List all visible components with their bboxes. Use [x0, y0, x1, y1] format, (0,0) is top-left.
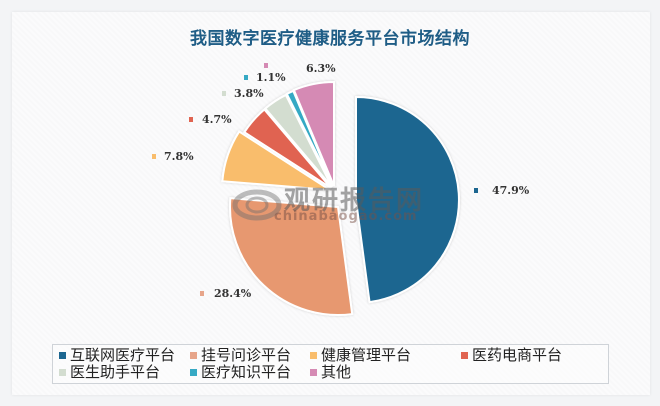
label-value: 6.3% — [306, 62, 336, 75]
legend-item-medical-knowledge[interactable]: 医疗知识平台 — [190, 364, 291, 381]
legend-label: 医疗知识平台 — [201, 363, 292, 381]
legend-swatch-icon — [461, 352, 468, 359]
legend-item-internet-medical[interactable]: 互联网医疗平台 — [59, 347, 175, 364]
slice-internet-medical — [355, 95, 460, 304]
legend-swatch-icon — [190, 369, 197, 376]
label-swatch-icon — [222, 91, 226, 96]
data-label-medical-knowledge: 1.1% — [244, 71, 286, 84]
label-value: 1.1% — [256, 71, 286, 84]
legend-swatch-icon — [310, 352, 317, 359]
data-label-pharma-ecommerce: 4.7% — [189, 113, 232, 126]
label-swatch-icon — [474, 188, 478, 193]
label-value: 4.7% — [202, 113, 232, 126]
chart-legend: 互联网医疗平台 挂号问诊平台 健康管理平台 医药电商平台 医生助手平台 医疗知识… — [52, 344, 609, 384]
data-label-doctor-assistant: 3.8% — [222, 87, 264, 100]
legend-swatch-icon — [310, 369, 317, 376]
label-value: 28.4% — [214, 287, 252, 300]
slice-registration — [229, 197, 354, 316]
legend-label: 互联网医疗平台 — [70, 346, 176, 364]
legend-item-doctor-assistant[interactable]: 医生助手平台 — [59, 364, 160, 381]
legend-item-health-mgmt[interactable]: 健康管理平台 — [310, 347, 411, 364]
legend-label: 健康管理平台 — [321, 346, 412, 364]
label-swatch-icon — [200, 291, 204, 296]
data-label-internet-medical: 47.9% — [474, 184, 529, 197]
label-swatch-icon — [189, 117, 193, 122]
label-value: 3.8% — [234, 87, 264, 100]
slice-doctor-assistant — [263, 93, 333, 188]
label-swatch-icon — [244, 75, 248, 80]
slice-other — [292, 80, 335, 187]
legend-item-registration[interactable]: 挂号问诊平台 — [190, 347, 291, 364]
label-value: 7.8% — [164, 150, 194, 163]
label-swatch-icon — [152, 154, 156, 159]
label-value: 47.9% — [492, 184, 530, 197]
legend-label: 医药电商平台 — [472, 346, 563, 364]
slice-health-mgmt — [221, 130, 331, 191]
legend-swatch-icon — [59, 352, 66, 359]
legend-item-other[interactable]: 其他 — [310, 364, 351, 381]
slice-pharma-ecommerce — [242, 108, 332, 189]
legend-label: 其他 — [321, 363, 352, 381]
data-label-other: 6.3% — [264, 62, 336, 75]
legend-label: 挂号问诊平台 — [201, 346, 292, 364]
legend-swatch-icon — [190, 352, 197, 359]
legend-label: 医生助手平台 — [70, 363, 161, 381]
chart-title: 我国数字医疗健康服务平台市场结构 — [190, 29, 470, 49]
data-label-health-mgmt: 7.8% — [152, 150, 194, 163]
chart-card — [12, 12, 650, 395]
data-label-registration: 28.4% — [200, 287, 251, 300]
label-swatch-icon — [264, 63, 268, 68]
legend-swatch-icon — [59, 369, 66, 376]
legend-item-pharma-ecommerce[interactable]: 医药电商平台 — [461, 347, 562, 364]
